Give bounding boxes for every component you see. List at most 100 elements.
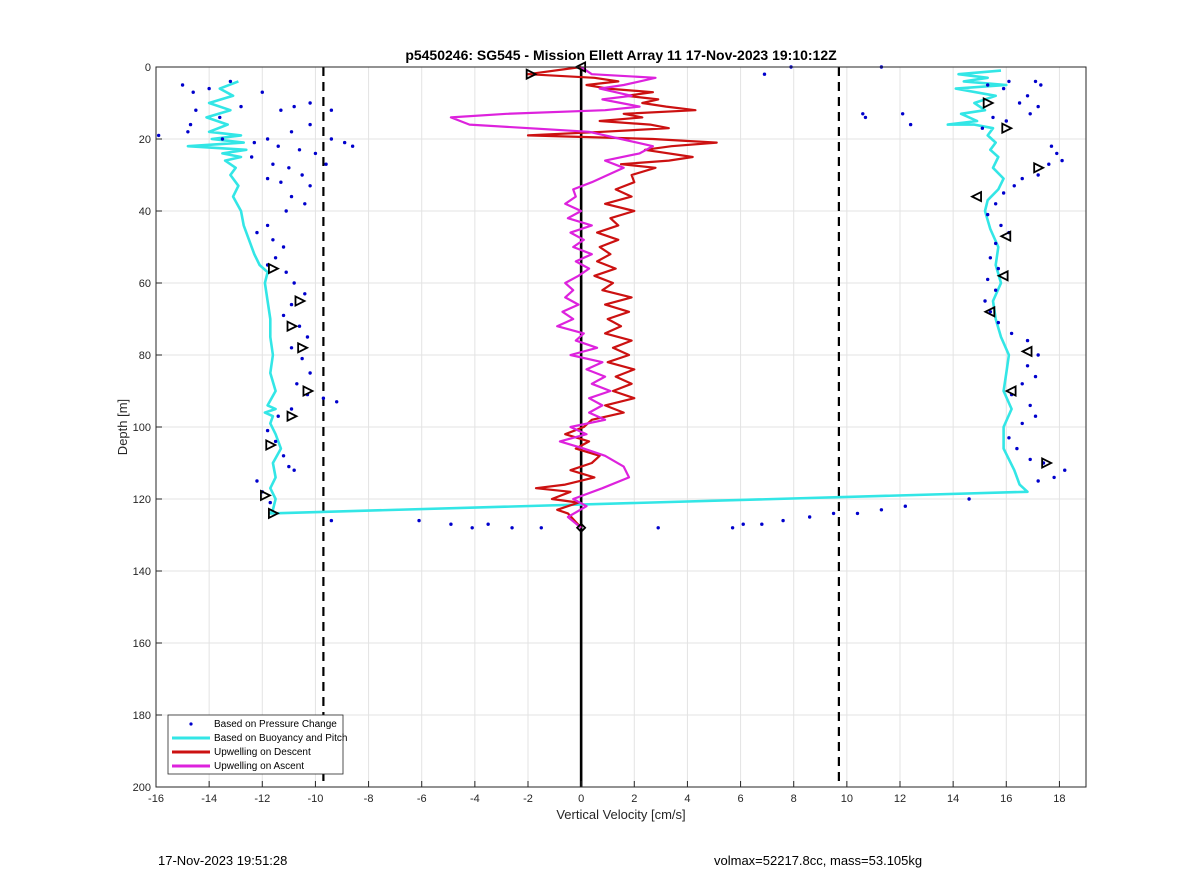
pressure-change-point <box>988 256 993 260</box>
series-layer <box>156 65 1067 530</box>
pressure-change-point <box>855 511 860 516</box>
pressure-change-point <box>228 79 233 84</box>
pressure-change-point <box>1020 176 1024 181</box>
x-tick-label: -12 <box>254 793 270 805</box>
pressure-change-point <box>900 112 905 116</box>
triangle-right-marker <box>982 97 995 109</box>
pressure-change-point <box>1063 468 1067 472</box>
pressure-change-point <box>303 292 307 296</box>
marker-layer <box>260 61 1054 534</box>
x-tick-label: -10 <box>307 793 323 805</box>
pressure-change-point <box>993 288 998 292</box>
pressure-change-point <box>1004 119 1008 123</box>
triangle-left-marker <box>970 190 982 203</box>
pressure-change-point <box>861 112 865 116</box>
pressure-change-point <box>1049 144 1054 148</box>
triangle-right-marker <box>268 507 280 520</box>
x-tick-label: 16 <box>1000 793 1012 805</box>
pressure-change-point <box>297 148 302 152</box>
x-tick-label: 0 <box>578 793 584 805</box>
x-tick-label: -2 <box>523 793 533 805</box>
y-axis-ticks: 0 20 40 60 80 100 120 140 160 180 200 <box>133 62 162 794</box>
pressure-change-point <box>265 223 270 228</box>
pressure-change-point <box>985 277 990 282</box>
pressure-change-point <box>265 137 270 141</box>
pressure-change-point <box>1036 173 1040 177</box>
pressure-change-point <box>486 522 490 526</box>
pressure-change-point <box>271 238 275 242</box>
triangle-left-marker <box>983 305 996 318</box>
pressure-change-point <box>1039 83 1043 87</box>
pressure-change-point <box>1060 158 1064 163</box>
pressure-change-point <box>741 522 745 526</box>
pressure-change-point <box>329 108 334 112</box>
triangle-left-marker <box>999 230 1012 243</box>
pressure-change-point <box>903 504 908 508</box>
triangle-right-marker <box>297 341 310 354</box>
pressure-change-point <box>1052 475 1056 480</box>
triangle-right-marker <box>1041 457 1054 469</box>
pressure-change-point <box>273 439 278 444</box>
pressure-change-point <box>292 104 296 109</box>
pressure-change-point <box>313 151 318 156</box>
pressure-change-point <box>239 104 243 109</box>
pressure-change-point <box>863 115 868 120</box>
legend-swatch-pressure <box>189 722 193 726</box>
pressure-change-point <box>220 137 225 141</box>
y-tick-label: 200 <box>133 782 151 794</box>
pressure-change-point <box>1009 331 1014 336</box>
pressure-change-point <box>289 346 294 350</box>
pressure-change-point <box>255 479 259 483</box>
pressure-change-point <box>983 299 987 303</box>
pressure-change-point <box>284 270 288 274</box>
y-tick-label: 160 <box>133 638 151 650</box>
triangle-right-marker <box>268 262 280 275</box>
pressure-change-point <box>539 526 543 530</box>
pressure-change-point <box>308 122 312 127</box>
triangle-right-marker <box>525 68 538 81</box>
pressure-change-point <box>1036 479 1040 483</box>
pressure-change-point <box>980 126 985 130</box>
pressure-change-point <box>760 522 764 526</box>
pressure-change-point <box>1001 191 1006 195</box>
pressure-change-point <box>324 162 328 166</box>
legend-label-descent: Upwelling on Descent <box>214 747 311 758</box>
triangle-right-marker <box>286 320 299 333</box>
pressure-change-point <box>417 518 421 523</box>
x-tick-label: -6 <box>417 793 427 805</box>
pressure-change-point <box>252 140 257 145</box>
pressure-change-point <box>1020 421 1024 426</box>
pressure-change-point <box>276 144 280 148</box>
pressure-change-point <box>218 115 222 120</box>
pressure-change-point <box>292 468 296 472</box>
pressure-change-point <box>281 313 286 318</box>
pressure-change-point <box>1007 79 1011 84</box>
pressure-change-point <box>289 130 294 134</box>
x-tick-label: 18 <box>1053 793 1065 805</box>
pressure-change-point <box>1028 403 1032 408</box>
x-tick-label: -14 <box>201 793 217 805</box>
pressure-change-point <box>279 180 283 184</box>
triangle-right-marker <box>1033 161 1046 174</box>
pressure-change-point <box>303 202 307 206</box>
pressure-change-point <box>1015 446 1019 451</box>
y-tick-label: 180 <box>133 710 151 722</box>
x-tick-label: -8 <box>364 793 374 805</box>
triangle-right-marker <box>260 489 272 502</box>
x-tick-label: 8 <box>791 793 797 805</box>
x-tick-label: 14 <box>947 793 959 805</box>
pressure-change-point <box>1007 436 1011 440</box>
y-tick-label: 40 <box>139 206 151 218</box>
x-axis-ticks: -16 -14 -12 -10 -8 -6 -4 -2 0 2 4 6 8 10 12 14 16 18 <box>148 781 1066 805</box>
pressure-change-point <box>188 122 193 127</box>
pressure-change-point <box>1047 162 1051 166</box>
triangle-right-marker <box>294 295 307 307</box>
ascent-upwelling-line <box>449 66 657 529</box>
y-tick-label: 140 <box>133 566 151 578</box>
pressure-change-point <box>292 281 296 285</box>
pressure-change-point <box>300 356 304 361</box>
pressure-change-point <box>1001 86 1006 91</box>
pressure-change-point <box>255 230 259 235</box>
pressure-change-point <box>271 162 275 166</box>
